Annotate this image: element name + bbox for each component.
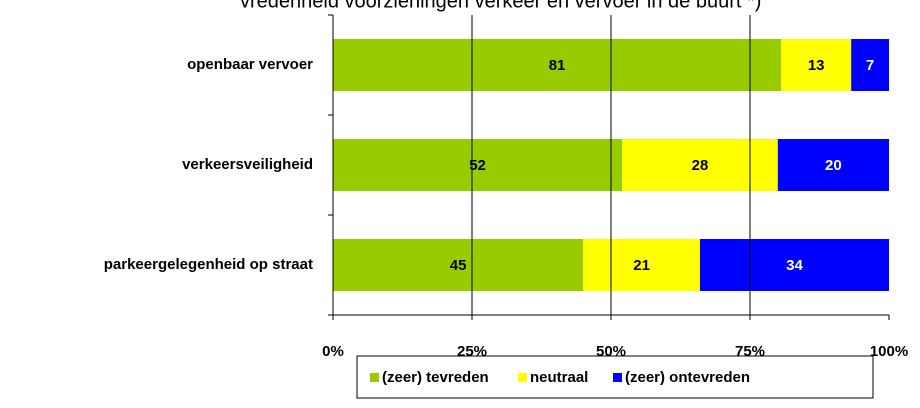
value-label: 7 — [866, 57, 874, 74]
bar-segment — [622, 139, 778, 191]
bar-segment — [781, 39, 852, 91]
category-label: parkeergelegenheid op straat — [104, 256, 313, 273]
value-label: 13 — [808, 57, 825, 74]
bar-segment — [333, 139, 623, 191]
category-label: verkeersveiligheid — [182, 156, 313, 173]
category-label: openbaar vervoer — [187, 56, 313, 73]
legend-label: neutraal — [530, 369, 588, 386]
legend-label: (zeer) ontevreden — [625, 369, 750, 386]
value-label: 20 — [825, 157, 842, 174]
bar-segment — [699, 239, 889, 291]
bar-segment — [333, 39, 782, 91]
x-tick-label: 0% — [322, 343, 344, 360]
legend-swatch — [613, 373, 622, 382]
bar-segment — [333, 239, 584, 291]
legend-swatch — [370, 373, 379, 382]
value-label: 21 — [633, 257, 650, 274]
value-label: 52 — [469, 157, 486, 174]
value-label: 45 — [450, 257, 467, 274]
value-label: 28 — [692, 157, 709, 174]
legend-swatch — [518, 373, 527, 382]
chart-title: vredenheid voorzieningen verkeer en verv… — [240, 0, 761, 12]
value-label: 34 — [786, 257, 803, 274]
value-label: 81 — [549, 57, 566, 74]
x-tick-label: 100% — [870, 343, 908, 360]
legend-label: (zeer) tevreden — [382, 369, 489, 386]
bar-segment — [851, 39, 889, 91]
bar-segment — [583, 239, 700, 291]
bar-segment — [777, 139, 889, 191]
